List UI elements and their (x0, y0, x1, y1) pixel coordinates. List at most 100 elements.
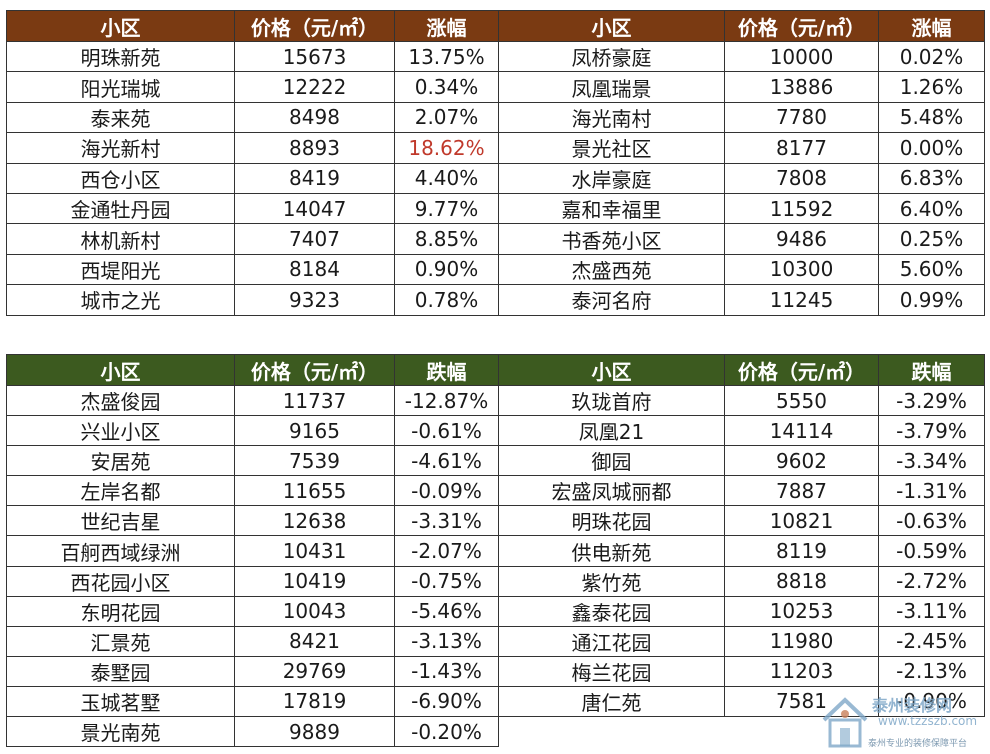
column-header: 价格（元/㎡） (234, 10, 395, 42)
change-cell: -0.20% (394, 716, 499, 748)
price-cell: 29769 (234, 655, 395, 687)
watermark: 泰州装修网 www.tzzszb.com 泰州专业的装修保障平台 (818, 690, 990, 754)
table-row: 左岸名都 11655 -0.09% 宏盛凤城丽都 7887 -1.31% (6, 475, 985, 507)
community-name-cell: 景光社区 (498, 132, 725, 164)
table-row: 城市之光 9323 0.78% 泰河名府 11245 0.99% (6, 284, 985, 316)
community-name-cell: 世纪吉星 (6, 505, 235, 537)
change-cell: 5.60% (878, 253, 985, 286)
table-row: 泰墅园 29769 -1.43% 梅兰花园 11203 -2.13% (6, 655, 985, 687)
column-header: 跌幅 (878, 354, 985, 386)
change-cell: 0.78% (394, 284, 499, 316)
table-row: 百舸西域绿洲 10431 -2.07% 供电新苑 8119 -0.59% (6, 535, 985, 567)
community-name-cell: 通江花园 (498, 625, 725, 657)
table-row: 西仓小区 8419 4.40% 水岸豪庭 7808 6.83% (6, 162, 985, 194)
change-cell: -2.72% (878, 565, 985, 597)
table-row: 西堤阳光 8184 0.90% 杰盛西苑 10300 5.60% (6, 253, 985, 286)
community-name-cell: 杰盛西苑 (498, 253, 725, 286)
change-cell: 0.25% (878, 223, 985, 255)
community-name-cell: 阳光瑞城 (6, 71, 235, 103)
table-row: 汇景苑 8421 -3.13% 通江花园 11980 -2.45% (6, 625, 985, 657)
community-name-cell: 兴业小区 (6, 415, 235, 447)
community-name-cell: 玖珑首府 (498, 384, 725, 417)
community-name-cell: 御园 (498, 445, 725, 477)
table-row: 阳光瑞城 12222 0.34% 凤凰瑞景 13886 1.26% (6, 71, 985, 103)
price-fall-table: 小区 价格（元/㎡） 跌幅 小区 价格（元/㎡） 跌幅 杰盛俊园 11737 -12.87% 玖… (6, 354, 985, 748)
price-cell: 11203 (724, 655, 879, 687)
community-name-cell: 水岸豪庭 (498, 162, 725, 194)
table-header-row: 小区 价格（元/㎡） 涨幅 小区 价格（元/㎡） 涨幅 (6, 10, 985, 42)
table-row: 兴业小区 9165 -0.61% 凤凰21 14114 -3.79% (6, 415, 985, 447)
table-row: 世纪吉星 12638 -3.31% 明珠花园 10821 -0.63% (6, 505, 985, 537)
price-cell: 17819 (234, 685, 395, 718)
change-cell: -6.90% (394, 685, 499, 718)
change-cell: -3.31% (394, 505, 499, 537)
price-cell: 11980 (724, 625, 879, 657)
change-cell: -1.43% (394, 655, 499, 687)
price-cell: 7581 (724, 685, 879, 718)
community-name-cell: 左岸名都 (6, 475, 235, 507)
price-cell: 11737 (234, 384, 395, 417)
column-header: 涨幅 (394, 10, 499, 42)
community-name-cell: 城市之光 (6, 284, 235, 316)
change-cell: -0.59% (878, 535, 985, 567)
price-cell: 15673 (234, 40, 395, 73)
community-name-cell: 西仓小区 (6, 162, 235, 194)
change-cell: -4.61% (394, 445, 499, 477)
change-cell: 0.02% (878, 40, 985, 73)
table-row: 玉城茗墅 17819 -6.90% 唐仁苑 7581 -0.90% (6, 685, 985, 718)
table-row: 明珠新苑 15673 13.75% 凤桥豪庭 10000 0.02% (6, 40, 985, 73)
price-cell: 9165 (234, 415, 395, 447)
column-header: 跌幅 (394, 354, 499, 386)
change-cell: 18.62% (394, 132, 499, 164)
price-cell: 7808 (724, 162, 879, 194)
change-cell: -0.09% (394, 475, 499, 507)
change-cell: 6.40% (878, 192, 985, 225)
watermark-slogan: 泰州专业的装修保障平台 (868, 739, 968, 749)
community-name-cell: 海光南村 (498, 101, 725, 134)
table-row: 西花园小区 10419 -0.75% 紫竹苑 8818 -2.72% (6, 565, 985, 597)
watermark-url: www.tzzszb.com (878, 714, 978, 728)
table-row: 金通牡丹园 14047 9.77% 嘉和幸福里 11592 6.40% (6, 192, 985, 225)
change-cell: -0.63% (878, 505, 985, 537)
community-name-cell: 百舸西域绿洲 (6, 535, 235, 567)
price-cell: 9889 (234, 716, 395, 748)
change-cell: -0.90% (878, 685, 985, 718)
change-cell: -2.07% (394, 535, 499, 567)
watermark-site-name: 泰州装修网 (872, 696, 953, 715)
change-cell: 5.48% (878, 101, 985, 134)
price-cell: 14114 (724, 415, 879, 447)
price-cell: 10419 (234, 565, 395, 597)
change-cell: -5.46% (394, 595, 499, 627)
community-name-cell: 金通牡丹园 (6, 192, 235, 225)
change-cell: -2.45% (878, 625, 985, 657)
community-name-cell: 西堤阳光 (6, 253, 235, 286)
community-name-cell: 紫竹苑 (498, 565, 725, 597)
price-cell: 10431 (234, 535, 395, 567)
price-cell: 7780 (724, 101, 879, 134)
empty-cell (499, 717, 725, 747)
table-row: 海光新村 8893 18.62% 景光社区 8177 0.00% (6, 132, 985, 164)
price-cell: 7887 (724, 475, 879, 507)
community-name-cell: 泰来苑 (6, 101, 235, 134)
community-name-cell: 宏盛凤城丽都 (498, 475, 725, 507)
price-cell: 10000 (724, 40, 879, 73)
table-row: 林机新村 7407 8.85% 书香苑小区 9486 0.25% (6, 223, 985, 255)
price-cell: 11245 (724, 284, 879, 316)
community-name-cell: 凤桥豪庭 (498, 40, 725, 73)
change-cell: -2.13% (878, 655, 985, 687)
price-cell: 10253 (724, 595, 879, 627)
change-cell: 0.00% (878, 132, 985, 164)
price-cell: 12222 (234, 71, 395, 103)
change-cell: -3.13% (394, 625, 499, 657)
price-cell: 11592 (724, 192, 879, 225)
table-row: 东明花园 10043 -5.46% 鑫泰花园 10253 -3.11% (6, 595, 985, 627)
price-cell: 12638 (234, 505, 395, 537)
community-name-cell: 杰盛俊园 (6, 384, 235, 417)
community-name-cell: 供电新苑 (498, 535, 725, 567)
community-name-cell: 玉城茗墅 (6, 685, 235, 718)
change-cell: 9.77% (394, 192, 499, 225)
community-name-cell: 景光南苑 (6, 716, 235, 748)
column-header: 价格（元/㎡） (724, 354, 879, 386)
column-header: 小区 (498, 354, 725, 386)
community-name-cell: 汇景苑 (6, 625, 235, 657)
